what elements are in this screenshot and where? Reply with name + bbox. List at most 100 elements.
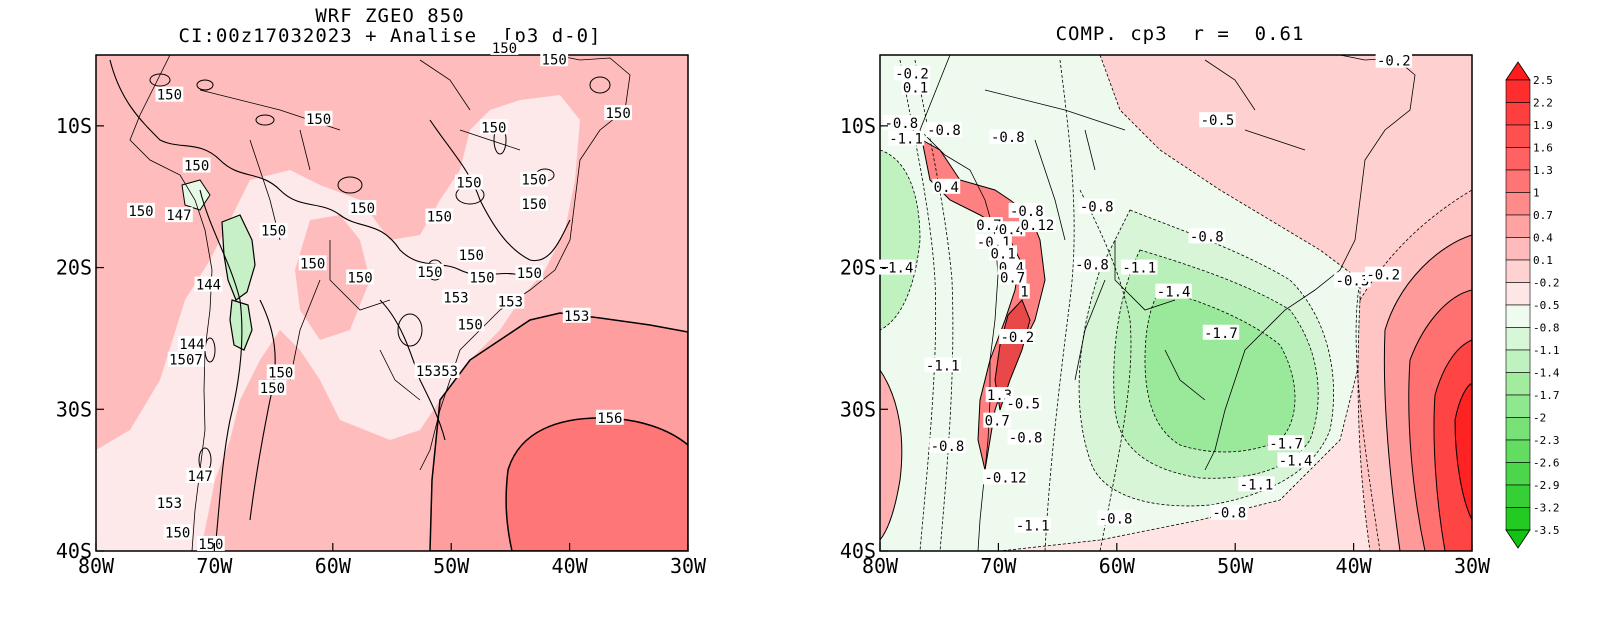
contour-label: -1.1	[889, 132, 923, 148]
contour-label: -0.8	[1010, 204, 1044, 220]
contour-label-bg	[468, 269, 496, 285]
contour-label: -0.12	[984, 470, 1026, 486]
right-map-frame	[879, 54, 1473, 552]
coastline-east	[1204, 55, 1416, 471]
contour-label-bg	[1155, 283, 1192, 299]
contour-label: 1	[1020, 285, 1028, 301]
lat-tick-label: 30S	[840, 397, 876, 421]
contour-label-bg	[932, 178, 961, 194]
lon-tick-label: 50W	[433, 554, 470, 578]
lon-tick-label: 40W	[552, 554, 589, 578]
contour-label-bg	[194, 276, 223, 292]
contour-label-bg	[479, 119, 508, 135]
contour-label-bg	[304, 110, 333, 126]
contour-label: -1.7	[1204, 326, 1238, 342]
contour-label: 150	[605, 106, 630, 122]
contour-label-bg	[901, 79, 930, 95]
contour-label: 144	[196, 278, 221, 294]
contour-label: 150	[521, 173, 546, 189]
contour-label-bg	[348, 200, 377, 216]
contour-label: 150	[469, 270, 494, 286]
contour-label-bg	[520, 195, 548, 211]
contour-label-bg	[975, 234, 1012, 250]
contour-label: 150	[347, 270, 372, 286]
colorbar-label: -2.3	[1533, 434, 1560, 447]
contour-label-bg	[929, 438, 966, 454]
colorbar-label: 1.6	[1533, 142, 1553, 155]
contour-label: -1.7	[1269, 436, 1303, 452]
contour-label: 0.4	[934, 180, 959, 196]
contour-label: 0.1	[990, 246, 1015, 262]
contour-label-bg	[457, 246, 486, 262]
band-west-pos	[880, 369, 903, 541]
contour-label: 150	[128, 204, 153, 220]
colorbar-label: -1.7	[1533, 389, 1560, 402]
contour-label-bg	[989, 245, 1018, 261]
contour-label-bg	[266, 364, 295, 380]
colorbar-segment	[1505, 237, 1531, 261]
contour-label: -0.5	[1006, 397, 1040, 413]
colorbar-label: -0.8	[1533, 322, 1560, 335]
lat-tick-label: 30S	[56, 397, 92, 421]
contour-label-bg	[883, 115, 920, 131]
colorbar-segment	[1505, 124, 1531, 148]
contour-label-bg	[975, 217, 1003, 233]
colorbar-segment	[1505, 147, 1531, 171]
contour-label: -0.8	[1009, 431, 1043, 447]
contour-label: 150	[417, 265, 442, 281]
contour-label-bg	[1005, 395, 1042, 411]
contour-label-bg	[998, 269, 1027, 285]
contour-label: 150	[306, 112, 331, 128]
contour-label-bg	[520, 171, 548, 187]
right-composite-map: -0.20.1-0.8 -0.8-1.1 -0.8-0.5-0.20.4-0.8 -0…	[840, 52, 1560, 578]
contour-150-north	[109, 59, 521, 276]
contour-label-bg	[155, 494, 184, 510]
andes-low-144	[221, 214, 256, 301]
contour-label: 150	[350, 201, 375, 217]
contour-label: -0.8	[991, 130, 1025, 146]
lat-tick-label: 10S	[56, 114, 92, 138]
border-lines	[199, 59, 521, 401]
andes-low-147	[181, 179, 211, 211]
contour-150-plateau	[249, 299, 276, 521]
coastline-east	[419, 55, 631, 471]
lat-tick-label: 20S	[56, 256, 92, 280]
lon-tick-label: 80W	[78, 554, 115, 578]
lon-tick-label: 40W	[1336, 554, 1373, 578]
colorbar-segment	[1505, 417, 1531, 441]
contour-label: -1.4	[880, 261, 914, 277]
lat-tick-label: 40S	[56, 539, 92, 563]
contour-label-bg	[164, 207, 193, 223]
contour-label-bg	[346, 269, 374, 285]
lon-tick-label: 30W	[1454, 554, 1491, 578]
contour-label-bg	[1365, 266, 1402, 282]
contour-label-bg	[414, 363, 460, 379]
colorbar-segment	[1505, 169, 1531, 193]
colorbar-segment	[1505, 102, 1531, 126]
contour-label: 150	[521, 197, 546, 213]
contour-label-bg	[540, 51, 569, 67]
colorbar-label: -0.5	[1533, 299, 1560, 312]
contour-label-bg	[1375, 52, 1413, 68]
contour-label-bg	[989, 129, 1027, 145]
colorbar-arrow-top	[1505, 61, 1531, 81]
colorbar-label: 0.1	[1533, 254, 1553, 267]
contour-label-bg	[1008, 202, 1046, 218]
contour-label-bg	[456, 316, 485, 332]
contour-label: 153	[498, 295, 523, 311]
contour-label: 150	[260, 381, 285, 397]
contour-label-bg	[604, 105, 633, 121]
lon-tick-label: 70W	[196, 554, 233, 578]
right-map-title: COMP. cp3 r = 0.61	[1055, 23, 1305, 45]
contour-label-bg	[442, 289, 470, 305]
colorbar-segment	[1505, 394, 1531, 418]
colorbar-label: 1.3	[1533, 164, 1553, 177]
contour-label: 150	[456, 176, 481, 192]
contour-label-bg	[595, 409, 624, 425]
contour-label: -0.3	[1336, 273, 1370, 289]
colorbar-label: 1.9	[1533, 119, 1553, 132]
contour-label-bg	[1211, 504, 1248, 520]
contour-label-bg	[1019, 217, 1056, 233]
lon-tick-label: 70W	[980, 554, 1017, 578]
lon-tick-label: 60W	[1099, 554, 1136, 578]
